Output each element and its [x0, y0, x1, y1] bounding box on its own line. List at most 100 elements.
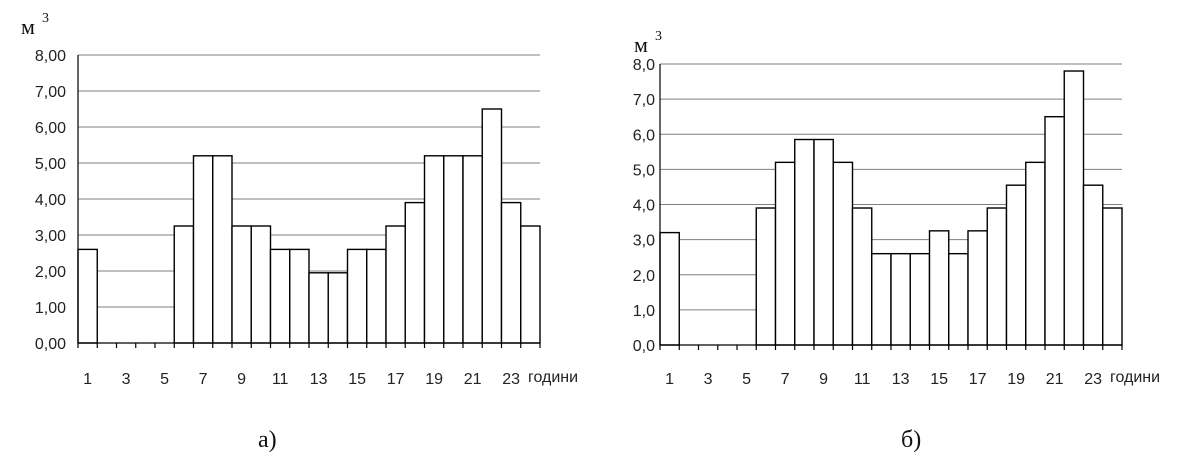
- y-tick-label: 5,00: [35, 156, 66, 173]
- bar: [423, 155, 445, 344]
- y-tick-label: 3,00: [35, 228, 66, 245]
- chart-b-svg: 0,01,02,03,04,05,06,07,08,0 1 3 5 7 9 11 13 15 1…: [633, 29, 1160, 453]
- bar: [443, 155, 464, 344]
- bar: [462, 155, 483, 344]
- chart-b-caption: б): [901, 427, 921, 453]
- bar: [967, 230, 988, 346]
- chart-b-unit: м: [634, 32, 648, 57]
- x-tick-label: 19: [425, 371, 443, 388]
- x-tick-label: 21: [464, 371, 482, 388]
- y-tick-label: 2,00: [35, 264, 66, 281]
- x-tick-label: 11: [854, 371, 871, 388]
- x-tick-label: 19: [1007, 371, 1025, 388]
- bar: [1082, 184, 1104, 346]
- chart-a-unit-superscript: 3: [42, 11, 49, 26]
- bar: [755, 207, 777, 346]
- bar: [1063, 70, 1085, 346]
- bar: [948, 252, 969, 346]
- bar: [871, 252, 892, 346]
- y-tick-label: 1,00: [35, 300, 66, 317]
- bar: [366, 248, 387, 344]
- chart-a-x-ticks: 1 3 5 7 9 11 13 15 17 19 21 23: [83, 371, 520, 388]
- x-tick-label: 17: [969, 371, 987, 388]
- x-tick-label: 15: [930, 371, 948, 388]
- bar: [385, 225, 406, 344]
- x-tick-label: 3: [122, 371, 131, 388]
- x-tick-label: 3: [704, 371, 713, 388]
- x-tick-label: 7: [781, 371, 790, 388]
- bar: [77, 248, 98, 344]
- bar: [909, 252, 931, 346]
- chart-a-gridlines: [78, 54, 540, 344]
- bar: [327, 272, 349, 344]
- y-tick-label: 5,0: [633, 162, 655, 179]
- chart-b-x-axis-label: години: [1110, 369, 1160, 386]
- bar: [308, 272, 329, 344]
- bar: [928, 230, 950, 346]
- chart-a-unit: м: [21, 14, 35, 39]
- x-tick-label: 21: [1046, 371, 1064, 388]
- bar: [250, 225, 272, 344]
- bar: [481, 108, 503, 344]
- bar: [173, 225, 195, 344]
- y-tick-label: 4,00: [35, 192, 66, 209]
- x-tick-label: 5: [160, 371, 169, 388]
- x-tick-label: 9: [819, 371, 828, 388]
- bar: [794, 138, 815, 346]
- bar: [1044, 115, 1065, 346]
- bar: [1102, 207, 1123, 346]
- x-tick-label: 1: [83, 371, 92, 388]
- y-tick-label: 0,00: [35, 336, 66, 353]
- bar: [774, 161, 796, 346]
- x-tick-label: 9: [237, 371, 246, 388]
- y-tick-label: 8,00: [35, 48, 66, 65]
- chart-b: 0,0 1,0 2,0 3,0 4,0 5,0 6,0 7,0 8,0 1 3 5 7 9 11 13 15 1…: [598, 0, 1197, 462]
- x-tick-label: 13: [310, 371, 328, 388]
- chart-a-y-ticks: 0,00 1,00 2,00 3,00 4,00 5,00 6,00 7,00 8,00: [35, 48, 66, 353]
- bar: [832, 161, 854, 346]
- y-tick-label: 7,0: [633, 92, 655, 109]
- y-tick-label: 6,00: [35, 120, 66, 137]
- y-tick-label: 3,0: [633, 233, 655, 250]
- bar: [813, 138, 834, 346]
- chart-a-bars: [77, 55, 541, 348]
- bar: [346, 248, 368, 344]
- bar: [1025, 161, 1046, 346]
- bar: [520, 225, 541, 344]
- y-tick-label: 8,0: [633, 57, 655, 74]
- chart-b-bars: [659, 64, 1123, 350]
- y-tick-label: 7,00: [35, 84, 66, 101]
- bar: [289, 248, 310, 344]
- x-tick-label: 1: [665, 371, 674, 388]
- bar: [269, 248, 291, 344]
- y-tick-label: 4,0: [633, 198, 655, 215]
- x-tick-label: 23: [1084, 371, 1102, 388]
- x-tick-label: 15: [348, 371, 366, 388]
- chart-a-caption: а): [258, 427, 277, 453]
- y-tick-label: 0,0: [633, 338, 655, 355]
- x-tick-label: 7: [199, 371, 208, 388]
- x-tick-label: 13: [892, 371, 910, 388]
- y-tick-label: 6,0: [633, 127, 655, 144]
- bar: [404, 201, 426, 344]
- y-tick-label: 1,0: [633, 303, 655, 320]
- x-tick-label: 5: [742, 371, 751, 388]
- bar: [500, 201, 522, 344]
- y-tick-label: 2,0: [633, 268, 655, 285]
- bar: [659, 231, 680, 346]
- chart-b-unit-superscript: 3: [655, 29, 662, 44]
- chart-a-x-axis-label: години: [528, 369, 578, 386]
- bar: [851, 207, 873, 346]
- bar: [212, 155, 233, 344]
- x-tick-label: 23: [502, 371, 520, 388]
- bar: [1005, 184, 1027, 346]
- bar: [192, 155, 214, 344]
- x-tick-label: 17: [387, 371, 405, 388]
- bar: [231, 225, 252, 344]
- x-tick-label: 11: [272, 371, 289, 388]
- chart-b-x-ticks: 1 3 5 7 9 11 13 15 17 19 21 23: [665, 371, 1102, 388]
- bar: [986, 207, 1008, 346]
- bar: [890, 252, 911, 346]
